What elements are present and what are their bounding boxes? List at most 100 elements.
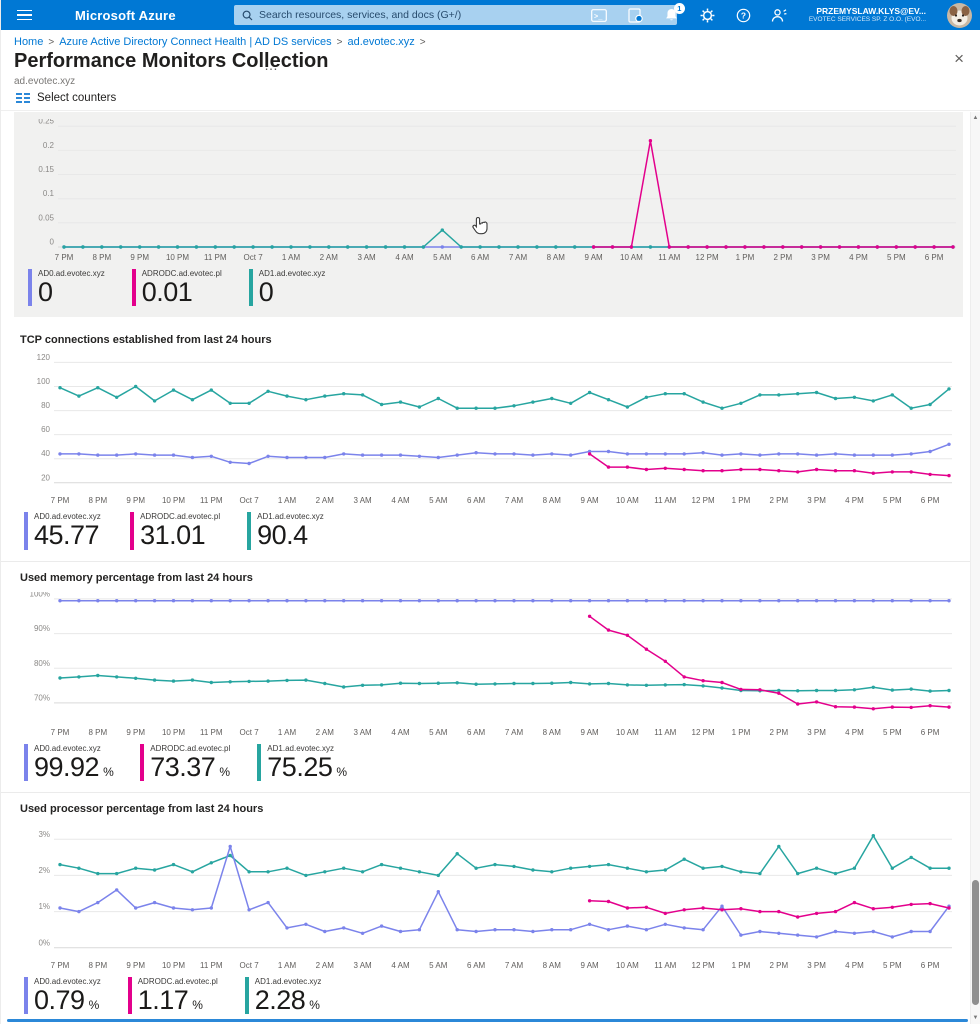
x-tick-label: 12 PM [692, 961, 715, 970]
data-point [512, 928, 516, 932]
data-point [833, 688, 838, 692]
legend-item[interactable]: ADRODC.ad.evotec.pl 73.37% [140, 743, 230, 781]
x-tick-label: 9 PM [126, 961, 145, 970]
y-tick-label: 0.25 [38, 119, 54, 126]
x-tick-label: 1 PM [732, 496, 751, 505]
chart-plot-tcp[interactable]: 120 100 80 60 40 20 7 PM 8 PM 9 PM 10 PM 11 PM Oct … [14, 353, 971, 507]
top-bar-actions: >_ 1 ? PRZEMYSLAW.KLYS@EV... EVOTEC SERV… [591, 0, 976, 30]
data-point [247, 870, 251, 874]
data-point [890, 866, 894, 870]
legend-item[interactable]: AD1.ad.evotec.xyz 90.4 [247, 512, 324, 550]
x-tick-label: Oct 7 [240, 961, 260, 970]
legend-item[interactable]: AD0.ad.evotec.xyz 45.77 [24, 512, 103, 550]
select-counters-button[interactable]: Select counters [16, 92, 116, 104]
legend-item[interactable]: ADRODC.ad.evotec.pl 0.01 [131, 269, 222, 306]
hamburger-menu-icon[interactable] [1, 0, 47, 30]
legend-item[interactable]: AD1.ad.evotec.xyz 0 [248, 269, 325, 306]
data-point [796, 598, 800, 603]
data-point [587, 452, 592, 456]
data-point [701, 906, 705, 910]
data-point [96, 598, 100, 603]
help-icon[interactable]: ? [735, 7, 752, 24]
scroll-up-icon[interactable]: ▲ [972, 115, 979, 121]
breadcrumb-connect-health[interactable]: Azure Active Directory Connect Health | … [59, 36, 332, 48]
data-point [190, 598, 195, 603]
notifications-bell-icon[interactable]: 1 [663, 2, 685, 24]
legend-item[interactable]: AD1.ad.evotec.xyz 2.28% [244, 977, 321, 1014]
data-point [928, 450, 932, 454]
legend-color-bar [24, 512, 28, 550]
data-point [833, 397, 838, 401]
vertical-scrollbar[interactable]: ▲ ▼ [970, 112, 980, 1024]
data-point [739, 598, 743, 603]
account-menu[interactable]: PRZEMYSLAW.KLYS@EV... EVOTEC SERVICES SP… [809, 6, 926, 24]
chart-plot-memory[interactable]: 100% 90% 80% 70% 7 PM 8 PM 9 PM 10 PM 11 PM Oct 7… [14, 589, 971, 739]
data-point [342, 392, 346, 396]
data-point [493, 681, 497, 686]
data-point [852, 900, 857, 905]
scroll-down-icon[interactable]: ▼ [972, 1015, 979, 1021]
legend-item[interactable]: AD0.ad.evotec.xyz 0.79% [24, 977, 101, 1014]
data-point [134, 676, 138, 680]
data-point [569, 401, 573, 406]
data-point [209, 906, 213, 910]
data-point [625, 465, 630, 470]
data-point [550, 598, 554, 603]
overflow-menu-icon[interactable]: … [264, 57, 279, 73]
data-point [134, 385, 138, 389]
legend-item[interactable]: AD1.ad.evotec.xyz 75.25% [257, 743, 347, 781]
feedback-icon[interactable] [771, 7, 788, 24]
scrollbar-thumb[interactable] [972, 880, 979, 1005]
copilot-icon[interactable] [627, 7, 644, 24]
data-point [682, 392, 686, 396]
legend-item[interactable]: AD0.ad.evotec.xyz 99.92% [24, 743, 114, 781]
chart-panel-selected[interactable]: 0.25 0.2 0.15 0.1 0.05 0 7 PM 8 PM 9 PM 10 PM 11 P… [14, 112, 963, 318]
data-point [928, 473, 932, 477]
data-point [777, 931, 781, 936]
data-point [100, 245, 104, 249]
data-point [852, 931, 857, 936]
data-point [663, 466, 667, 471]
chart-plot-processor[interactable]: 3% 2% 1% 0% 7 PM 8 PM 9 PM 10 PM 11 PM Oct 7 1 AM 2… [14, 823, 971, 972]
data-point [644, 395, 649, 400]
data-point [455, 680, 459, 685]
x-tick-label: Oct 7 [240, 496, 260, 505]
data-point [701, 400, 705, 405]
data-point [569, 453, 573, 458]
user-avatar[interactable] [947, 2, 972, 28]
data-point [682, 674, 686, 679]
data-point [871, 929, 875, 934]
data-point [814, 453, 819, 458]
global-search-input[interactable]: Search resources, services, and docs (G+… [234, 5, 677, 25]
data-point [814, 391, 819, 395]
data-point [796, 701, 800, 706]
brand-title[interactable]: Microsoft Azure [75, 7, 176, 23]
legend-series-name: AD0.ad.evotec.xyz [38, 269, 105, 278]
breadcrumb-home[interactable]: Home [14, 36, 44, 48]
data-point [928, 703, 932, 708]
data-point [644, 598, 649, 603]
legend-item[interactable]: ADRODC.ad.evotec.pl 1.17% [127, 977, 218, 1014]
x-tick-label: 2 PM [773, 253, 792, 262]
chart-plot-counter[interactable]: 0.25 0.2 0.15 0.1 0.05 0 7 PM 8 PM 9 PM 10 PM 11 P… [18, 117, 959, 264]
legend-item[interactable]: ADRODC.ad.evotec.pl 31.01 [130, 512, 220, 550]
data-point [323, 598, 327, 603]
x-tick-label: Oct 7 [244, 253, 264, 262]
settings-gear-icon[interactable] [699, 7, 716, 24]
cloud-shell-icon[interactable]: >_ [591, 7, 608, 24]
x-tick-label: 1 AM [278, 496, 297, 505]
data-point [814, 468, 819, 472]
data-point [625, 866, 630, 870]
close-icon[interactable]: × [954, 49, 964, 68]
legend-item[interactable]: AD0.ad.evotec.xyz 0 [28, 269, 105, 306]
x-tick-label: 6 AM [467, 961, 486, 970]
legend-value-suffix: % [192, 998, 203, 1013]
data-point [119, 245, 123, 249]
data-point [323, 394, 327, 399]
y-tick-label: 2% [38, 866, 50, 875]
data-point [455, 406, 459, 411]
chart-legend: AD0.ad.evotec.xyz 45.77 ADRODC.ad.evotec.p… [24, 512, 971, 550]
data-point [474, 451, 478, 455]
breadcrumb-domain[interactable]: ad.evotec.xyz [347, 36, 415, 48]
data-point [587, 864, 592, 869]
